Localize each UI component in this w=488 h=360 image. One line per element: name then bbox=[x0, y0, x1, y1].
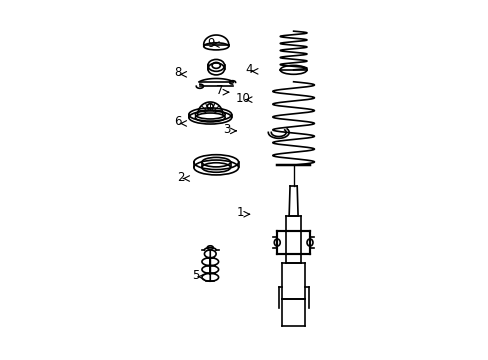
Text: 7: 7 bbox=[216, 84, 223, 97]
Text: 5: 5 bbox=[192, 269, 199, 282]
Text: 6: 6 bbox=[174, 116, 182, 129]
Text: 4: 4 bbox=[245, 63, 253, 76]
Text: 9: 9 bbox=[207, 37, 214, 50]
Text: 2: 2 bbox=[177, 171, 184, 184]
Text: 1: 1 bbox=[236, 206, 244, 219]
Text: 8: 8 bbox=[174, 66, 182, 79]
Text: 3: 3 bbox=[223, 123, 230, 136]
Text: 10: 10 bbox=[236, 92, 250, 105]
